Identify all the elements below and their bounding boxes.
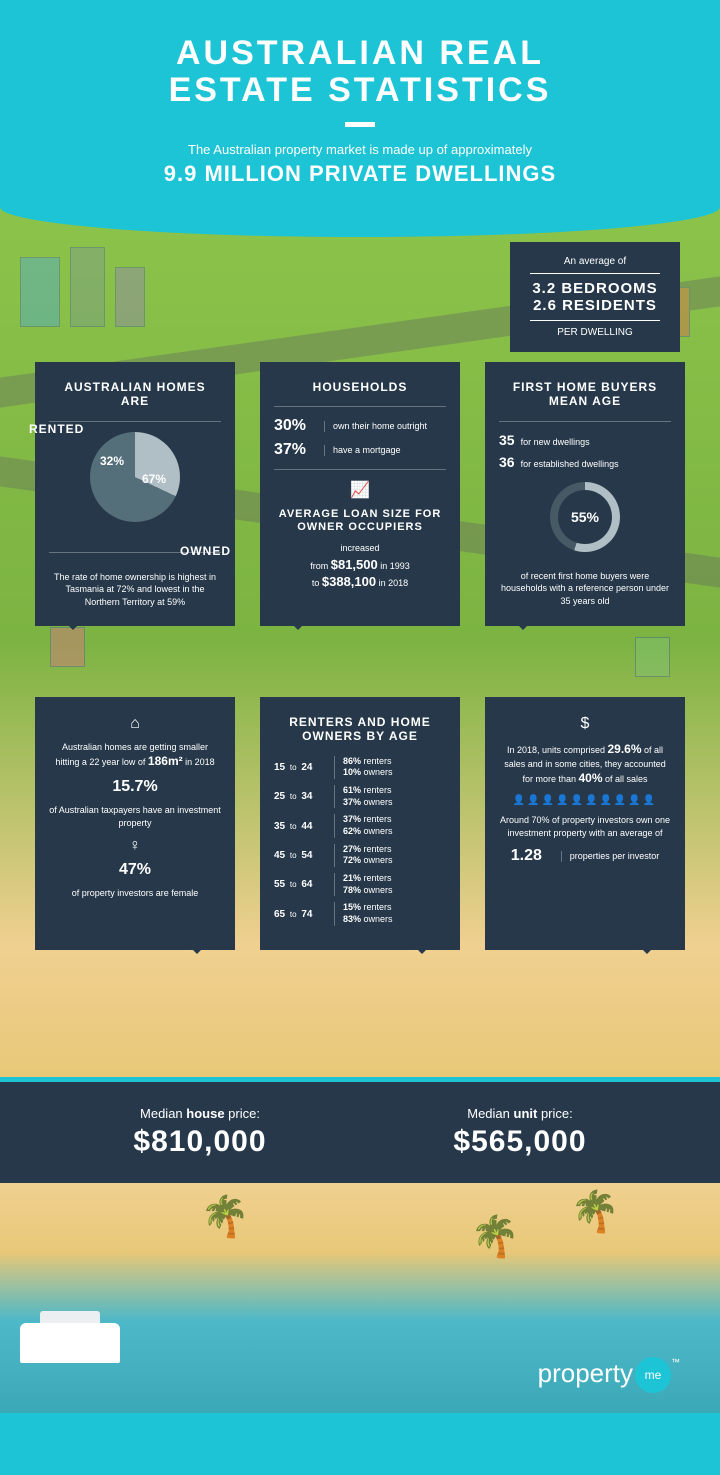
taxpayers-pct: 15.7%	[49, 778, 221, 796]
age-range: 15 to 24	[274, 762, 334, 773]
title-line1: AUSTRALIAN REAL	[40, 35, 680, 72]
own-outright-pct: 30%	[274, 417, 316, 435]
dollar-icon: $	[499, 715, 671, 733]
median-house: Median house price: $810,000	[133, 1106, 266, 1159]
panel-by-age: RENTERS AND HOME OWNERS BY AGE 15 to 248…	[260, 697, 460, 950]
fhb-ring-pct: 55%	[571, 509, 599, 525]
fhb-new: 35for new dwellings	[499, 432, 671, 448]
main-title: AUSTRALIAN REAL ESTATE STATISTICS	[40, 35, 680, 110]
age-table-row: 55 to 6421% renters78% owners	[274, 873, 446, 896]
age-table-row: 15 to 2486% renters10% owners	[274, 756, 446, 779]
title-underline	[345, 122, 375, 127]
own-outright-lbl: own their home outright	[324, 421, 427, 432]
median-bar: Median house price: $810,000 Median unit…	[0, 1077, 720, 1183]
fhb-established: 36for established dwellings	[499, 454, 671, 470]
avg-residents: 2.6 RESIDENTS	[530, 297, 660, 314]
median-unit: Median unit price: $565,000	[453, 1106, 586, 1159]
avg-bedrooms: 3.2 BEDROOMS	[530, 280, 660, 297]
panel-fhb-title: FIRST HOME BUYERS MEAN AGE	[499, 380, 671, 409]
age-stats: 86% renters10% owners	[334, 756, 393, 779]
subtitle: The Australian property market is made u…	[40, 142, 680, 157]
loan-title: AVERAGE LOAN SIZE FOR OWNER OCCUPIERS	[274, 508, 446, 534]
ownership-pie-chart: 32% 67%	[90, 432, 180, 522]
smaller-para1: Australian homes are getting smaller hit…	[49, 741, 221, 770]
panel-homes-title: AUSTRALIAN HOMES ARE	[49, 380, 221, 409]
age-stats: 21% renters78% owners	[334, 873, 393, 896]
age-range: 35 to 44	[274, 821, 334, 832]
mortgage-pct: 37%	[274, 441, 316, 459]
avg-dwelling-box: An average of 3.2 BEDROOMS 2.6 RESIDENTS…	[510, 242, 680, 352]
median-unit-label: Median unit price:	[453, 1106, 586, 1121]
beach-footer: 🌴 🌴 🌴 propertyme™	[0, 1183, 720, 1413]
propertyme-logo: propertyme™	[538, 1357, 680, 1393]
age-table-row: 65 to 7415% renters83% owners	[274, 902, 446, 925]
age-stats: 61% renters37% owners	[334, 785, 393, 808]
panel-sales: $ In 2018, units comprised 29.6% of all …	[485, 697, 685, 950]
household-stat-2: 37% have a mortgage	[274, 441, 446, 459]
age-range: 25 to 34	[274, 791, 334, 802]
panel-homes: AUSTRALIAN HOMES ARE RENTED 32% 67% OWNE…	[35, 362, 235, 627]
loan-from: from $81,500 in 1993	[274, 557, 446, 572]
logo-circle: me	[635, 1357, 671, 1393]
panel-byage-title: RENTERS AND HOME OWNERS BY AGE	[274, 715, 446, 744]
infographic-container: AUSTRALIAN REAL ESTATE STATISTICS The Au…	[0, 0, 720, 1413]
city-section: An average of 3.2 BEDROOMS 2.6 RESIDENTS…	[0, 207, 720, 1077]
mortgage-lbl: have a mortgage	[324, 445, 401, 456]
panels-row-1: AUSTRALIAN HOMES ARE RENTED 32% 67% OWNE…	[0, 362, 720, 627]
taxpayers-text: of Australian taxpayers have an investme…	[49, 804, 221, 829]
age-table-row: 35 to 4437% renters62% owners	[274, 814, 446, 837]
investors-text: Around 70% of property investors own one…	[499, 814, 671, 839]
loan-increased: increased	[274, 543, 446, 553]
rented-pct: 32%	[100, 454, 124, 468]
owned-label: OWNED	[180, 544, 231, 558]
fhb-ring-chart: 55%	[550, 482, 620, 552]
age-stats: 27% renters72% owners	[334, 844, 393, 867]
avg-per: PER DWELLING	[530, 327, 660, 338]
props-per-investor: 1.28 properties per investor	[499, 847, 671, 865]
age-rows-container: 15 to 2486% renters10% owners 25 to 3461%…	[274, 756, 446, 926]
header: AUSTRALIAN REAL ESTATE STATISTICS The Au…	[0, 0, 720, 207]
median-house-label: Median house price:	[133, 1106, 266, 1121]
age-table-row: 45 to 5427% renters72% owners	[274, 844, 446, 867]
subtitle-big: 9.9 MILLION PRIVATE DWELLINGS	[40, 161, 680, 187]
sales-para1: In 2018, units comprised 29.6% of all sa…	[499, 741, 671, 787]
rented-label: RENTED	[29, 422, 84, 436]
palm-icon: 🌴	[470, 1213, 520, 1260]
panel-first-home-buyers: FIRST HOME BUYERS MEAN AGE 35for new dwe…	[485, 362, 685, 627]
age-range: 45 to 54	[274, 850, 334, 861]
avg-intro: An average of	[530, 256, 660, 267]
chart-icon: 📈	[274, 480, 446, 500]
age-table-row: 25 to 3461% renters37% owners	[274, 785, 446, 808]
panel-households-title: HOUSEHOLDS	[274, 380, 446, 394]
panels-row-2: ⌂ Australian homes are getting smaller h…	[0, 697, 720, 950]
title-line2: ESTATE STATISTICS	[40, 72, 680, 109]
age-range: 55 to 64	[274, 879, 334, 890]
panel-smaller-homes: ⌂ Australian homes are getting smaller h…	[35, 697, 235, 950]
fhb-ring-text: of recent first home buyers were househo…	[499, 570, 671, 608]
ship-illustration	[20, 1323, 120, 1363]
house-icon: ⌂	[49, 715, 221, 733]
female-text: of property investors are female	[49, 887, 221, 900]
household-stat-1: 30% own their home outright	[274, 417, 446, 435]
palm-icon: 🌴	[570, 1188, 620, 1235]
female-pct: 47%	[49, 861, 221, 879]
people-icons: 👤👤👤👤👤👤👤👤👤👤	[499, 795, 671, 806]
palm-icon: 🌴	[200, 1193, 250, 1240]
age-stats: 37% renters62% owners	[334, 814, 393, 837]
person-icon: ♀	[49, 837, 221, 855]
panel-households: HOUSEHOLDS 30% own their home outright 3…	[260, 362, 460, 627]
age-stats: 15% renters83% owners	[334, 902, 393, 925]
homes-footer: The rate of home ownership is highest in…	[49, 571, 221, 609]
median-unit-price: $565,000	[453, 1125, 586, 1159]
age-range: 65 to 74	[274, 909, 334, 920]
loan-to: to $388,100 in 2018	[274, 574, 446, 589]
owned-pct: 67%	[142, 472, 166, 486]
median-house-price: $810,000	[133, 1125, 266, 1159]
